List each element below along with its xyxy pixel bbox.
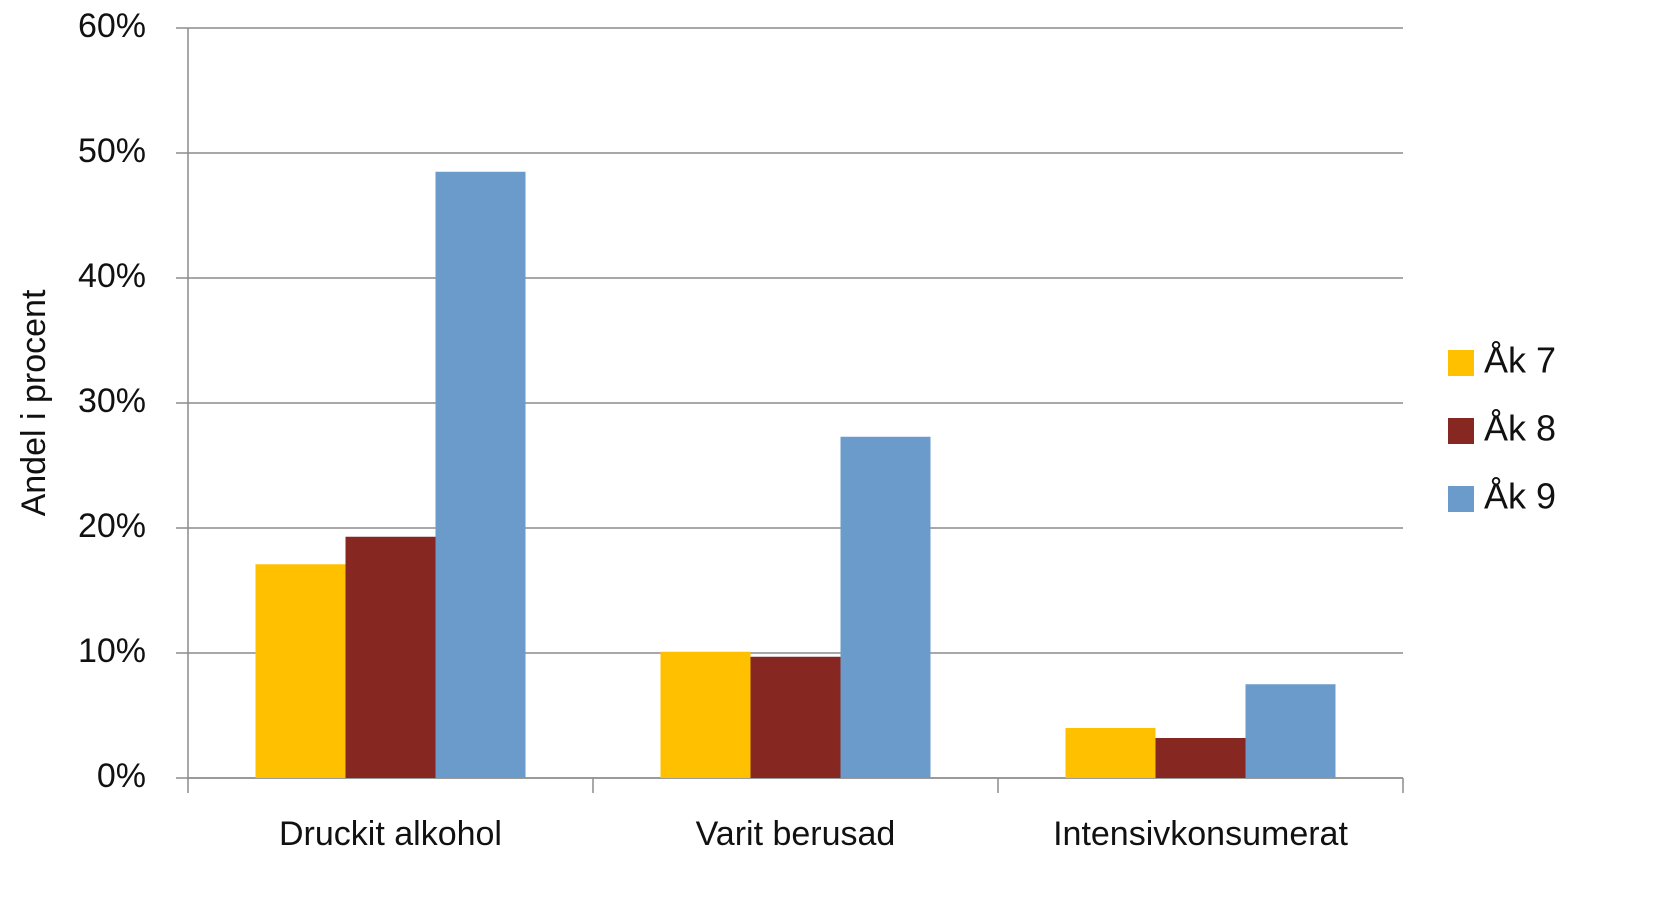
y-axis-title: Andel i procent xyxy=(15,289,53,516)
y-tick-label: 30% xyxy=(78,382,146,420)
y-tick-label: 50% xyxy=(78,132,146,170)
bar xyxy=(750,656,841,778)
y-tick-label: 60% xyxy=(78,7,146,45)
y-tick-label: 40% xyxy=(78,257,146,295)
bar xyxy=(255,564,346,778)
bar xyxy=(1245,684,1336,778)
bar xyxy=(1155,738,1246,778)
legend-swatch xyxy=(1448,418,1474,444)
y-tick-label: 20% xyxy=(78,507,146,545)
bar xyxy=(435,171,526,778)
y-tick-label: 10% xyxy=(78,632,146,670)
x-tick-label: Intensivkonsumerat xyxy=(1053,815,1348,853)
bar xyxy=(345,536,436,778)
bar xyxy=(1065,728,1156,778)
bar xyxy=(840,436,931,778)
legend-swatch xyxy=(1448,486,1474,512)
x-tick-label: Varit berusad xyxy=(696,815,896,853)
bar xyxy=(660,651,751,778)
legend-label: Åk 7 xyxy=(1484,340,1556,381)
legend-swatch xyxy=(1448,350,1474,376)
legend-label: Åk 9 xyxy=(1484,476,1556,517)
x-tick-label: Druckit alkohol xyxy=(279,815,502,853)
legend-label: Åk 8 xyxy=(1484,408,1556,449)
y-tick-label: 0% xyxy=(97,757,146,795)
